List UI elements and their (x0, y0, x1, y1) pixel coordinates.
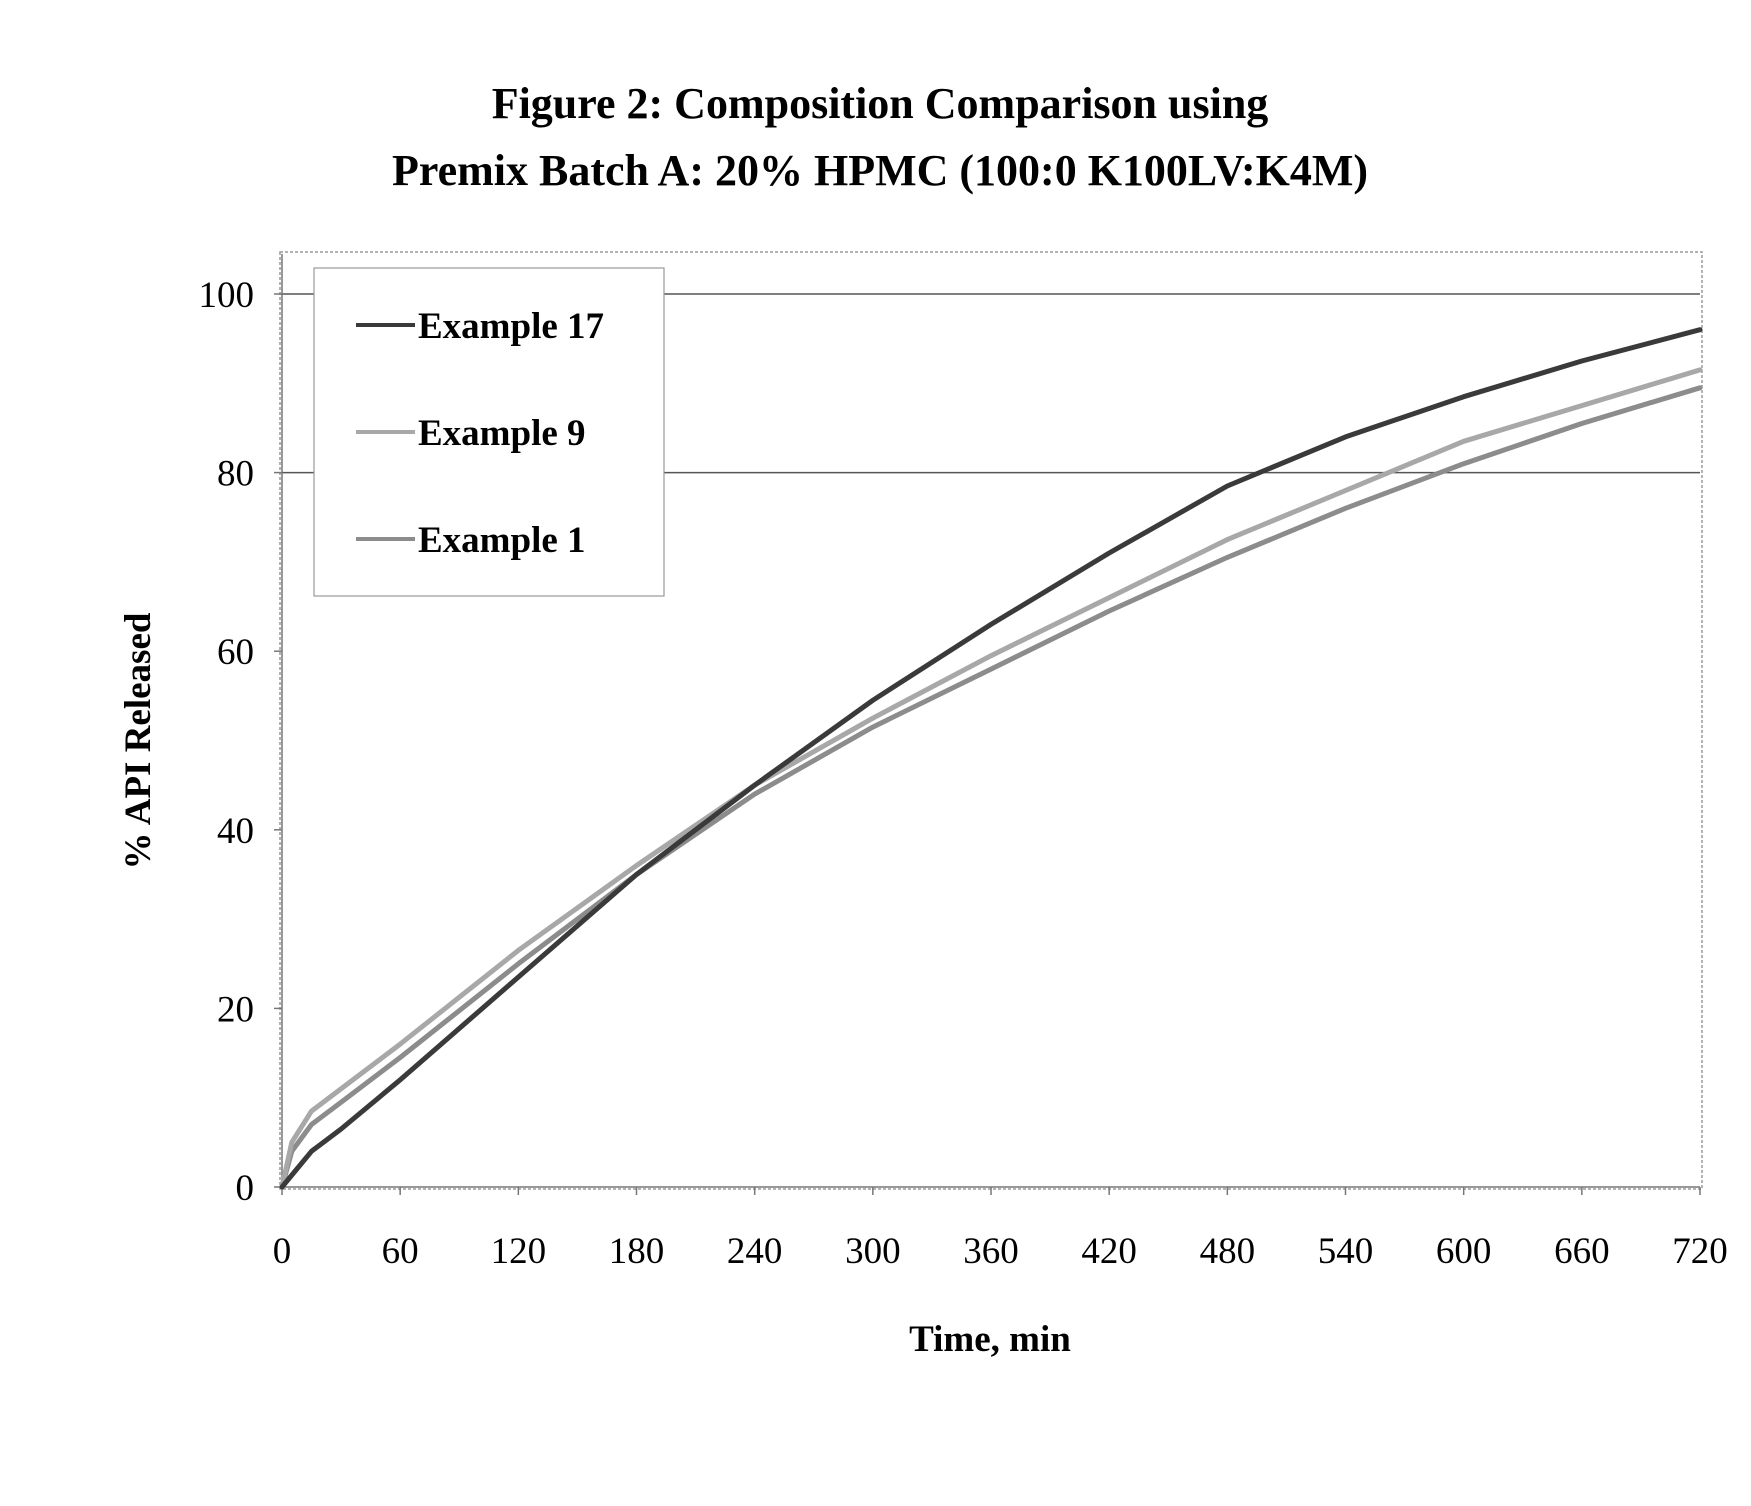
legend-label-example-9: Example 9 (418, 413, 586, 454)
x-tick-label-420: 420 (1081, 1231, 1137, 1272)
legend-label-example-17: Example 17 (418, 306, 604, 347)
chart-title-line-1: Figure 2: Composition Comparison using (492, 79, 1269, 128)
x-tick-label-480: 480 (1200, 1231, 1256, 1272)
x-tick-label-0: 0 (273, 1231, 292, 1272)
chart-figure: Figure 2: Composition Comparison using P… (0, 0, 1751, 1506)
legend-label-example-1: Example 1 (418, 520, 586, 561)
y-tick-label-100: 100 (199, 275, 255, 316)
x-tick-label-240: 240 (727, 1231, 783, 1272)
x-tick-label-120: 120 (491, 1231, 547, 1272)
y-tick-label-80: 80 (217, 454, 254, 495)
chart-title-line-2: Premix Batch A: 20% HPMC (100:0 K100LV:K… (392, 146, 1368, 195)
y-tick-label-60: 60 (217, 632, 254, 673)
x-tick-label-540: 540 (1318, 1231, 1374, 1272)
legend: Example 17 Example 9 Example 1 (314, 268, 664, 596)
y-tick-label-0: 0 (236, 1168, 255, 1209)
y-tick-label-20: 20 (217, 989, 254, 1030)
x-tick-label-360: 360 (963, 1231, 1019, 1272)
x-tick-label-660: 660 (1554, 1231, 1610, 1272)
x-tick-label-600: 600 (1436, 1231, 1492, 1272)
x-axis-title: Time, min (909, 1319, 1071, 1360)
y-tick-label-40: 40 (217, 811, 254, 852)
x-tick-label-300: 300 (845, 1231, 901, 1272)
x-tick-label-60: 60 (382, 1231, 419, 1272)
x-tick-label-180: 180 (609, 1231, 665, 1272)
y-axis-title: % API Released (118, 612, 159, 869)
x-tick-label-720: 720 (1672, 1231, 1728, 1272)
